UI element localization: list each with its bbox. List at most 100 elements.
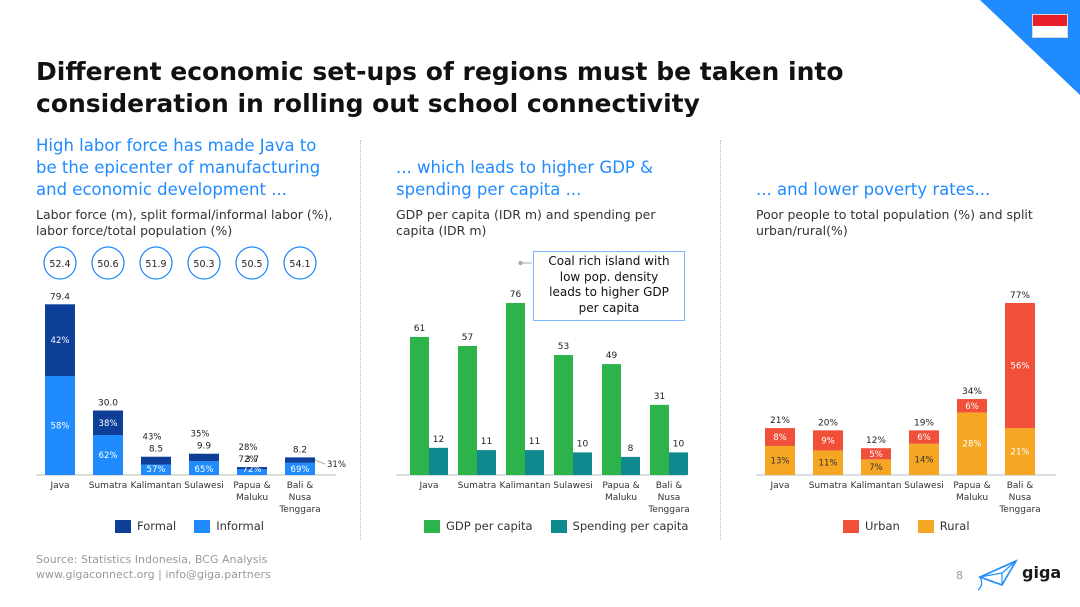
total-label: 21% xyxy=(770,416,790,426)
total-label: 3.7 xyxy=(245,455,259,465)
total-label: 12% xyxy=(866,436,886,446)
category-label: Bali & xyxy=(656,481,683,491)
total-label: 30.0 xyxy=(98,399,118,409)
value-label: 10 xyxy=(577,439,589,449)
bar-informal xyxy=(237,469,267,475)
total-label: 77% xyxy=(1010,291,1030,301)
panel-subtitle: GDP per capita (IDR m) and spending per … xyxy=(396,207,656,238)
chart-gdp: 61 12 Java 57 11 Sumatra 76 11 Kalimantan 53 10 Sul… xyxy=(396,260,690,515)
value-label: 8 xyxy=(628,444,634,454)
legend-item: Spending per capita xyxy=(550,519,688,533)
bar-spending xyxy=(525,450,544,475)
bar-rural xyxy=(765,445,795,475)
rural-share-label: 14% xyxy=(915,455,934,465)
category-label: Bali & xyxy=(1007,481,1034,491)
total-label: 34% xyxy=(962,387,982,397)
bar-gdp xyxy=(650,404,669,475)
value-label: 76 xyxy=(510,290,522,300)
bar-formal xyxy=(285,457,315,463)
category-label: Nusa xyxy=(289,493,312,503)
category-label: Sumatra xyxy=(809,481,847,491)
value-label: 31 xyxy=(654,392,665,402)
value-label: 57 xyxy=(462,333,473,343)
bar-urban xyxy=(957,399,987,413)
category-label: Tenggara xyxy=(998,505,1040,515)
ratio-label: 54.1 xyxy=(289,259,310,270)
legend-swatch xyxy=(843,519,859,533)
legend-swatch xyxy=(115,519,131,533)
legend-swatch xyxy=(424,519,440,533)
bar-formal xyxy=(237,467,267,470)
category-label: Java xyxy=(418,481,438,491)
bar-spending xyxy=(477,450,496,475)
bar-rural xyxy=(957,412,987,475)
category-label: Java xyxy=(769,481,789,491)
value-label: 11 xyxy=(529,437,540,447)
bar-spending xyxy=(429,447,448,475)
urban-share-label: 6% xyxy=(965,402,979,412)
bar-informal xyxy=(93,435,123,475)
urban-share-label: 56% xyxy=(1011,362,1030,372)
category-label: Papua & xyxy=(233,481,270,491)
total-label: 9.9 xyxy=(197,442,212,452)
bar-urban xyxy=(861,448,891,460)
value-label: 49 xyxy=(606,351,618,361)
total-label: 20% xyxy=(818,418,838,428)
category-label: Sumatra xyxy=(458,481,496,491)
page-title: Different economic set-ups of regions mu… xyxy=(36,57,844,118)
contact-links[interactable]: www.gigaconnect.org | info@giga.partners xyxy=(36,567,271,581)
bar-formal xyxy=(93,410,123,436)
category-label: Kalimantan xyxy=(500,481,551,491)
panel-heading: ... which leads to higher GDP & spending… xyxy=(396,158,653,199)
bar-urban xyxy=(909,430,939,444)
urban-share-label: 8% xyxy=(773,433,787,443)
formal-share-label: 28% xyxy=(239,443,258,453)
category-label: Sulawesi xyxy=(184,481,224,491)
category-label: Bali & xyxy=(287,481,314,491)
ratio-circle xyxy=(91,246,125,280)
formal-share-label: 38% xyxy=(99,419,118,429)
rural-share-label: 28% xyxy=(963,440,982,450)
chart-labor-force: 52.4 79.4 42% 58% Java 50.6 30.0 38% 62% Sumatra 5… xyxy=(36,246,346,515)
legend-item: Urban xyxy=(843,519,900,533)
indonesia-flag-icon xyxy=(1032,14,1068,38)
informal-share-label: 72% xyxy=(243,465,262,475)
category-label: Sumatra xyxy=(89,481,127,491)
ratio-label: 51.9 xyxy=(145,259,166,270)
bar-formal xyxy=(141,456,171,465)
category-label: Sulawesi xyxy=(553,481,593,491)
urban-share-label: 9% xyxy=(821,436,835,446)
value-label: 10 xyxy=(673,439,685,449)
bar-informal xyxy=(189,461,219,475)
category-label: Kalimantan xyxy=(131,481,182,491)
legend-gdp: GDP per capita Spending per capita xyxy=(424,519,688,533)
legend-item: Formal xyxy=(115,519,176,533)
legend-swatch xyxy=(917,519,934,533)
bar-urban xyxy=(1005,303,1035,429)
informal-share-label: 57% xyxy=(147,465,166,475)
ratio-circle xyxy=(43,246,77,280)
bar-spending xyxy=(669,452,688,475)
ratio-circle xyxy=(283,246,317,280)
legend-swatch xyxy=(550,519,567,533)
source-note: Source: Statistics Indonesia, BCG Analys… xyxy=(36,553,268,566)
category-label: Nusa xyxy=(658,493,681,503)
category-label: Sulawesi xyxy=(904,481,944,491)
leader-line xyxy=(314,459,326,465)
ratio-circle xyxy=(187,246,221,280)
panel-heading: ... and lower poverty rates... xyxy=(756,180,991,199)
category-label: Kalimantan xyxy=(851,481,902,491)
informal-share-label: 62% xyxy=(99,451,118,461)
legend-swatch xyxy=(194,519,211,533)
bar-rural xyxy=(861,459,891,475)
panel-divider xyxy=(720,140,721,540)
callout-note: Coal rich island with low pop. density l… xyxy=(533,251,685,321)
informal-share-label: 69% xyxy=(291,465,310,475)
bar-rural xyxy=(1005,428,1035,475)
total-label: 19% xyxy=(914,418,934,428)
bar-urban xyxy=(765,428,795,446)
legend-item: GDP per capita xyxy=(424,519,533,533)
category-label: Nusa xyxy=(1009,493,1032,503)
informal-share-label: 58% xyxy=(51,421,70,431)
bar-informal xyxy=(45,375,75,475)
